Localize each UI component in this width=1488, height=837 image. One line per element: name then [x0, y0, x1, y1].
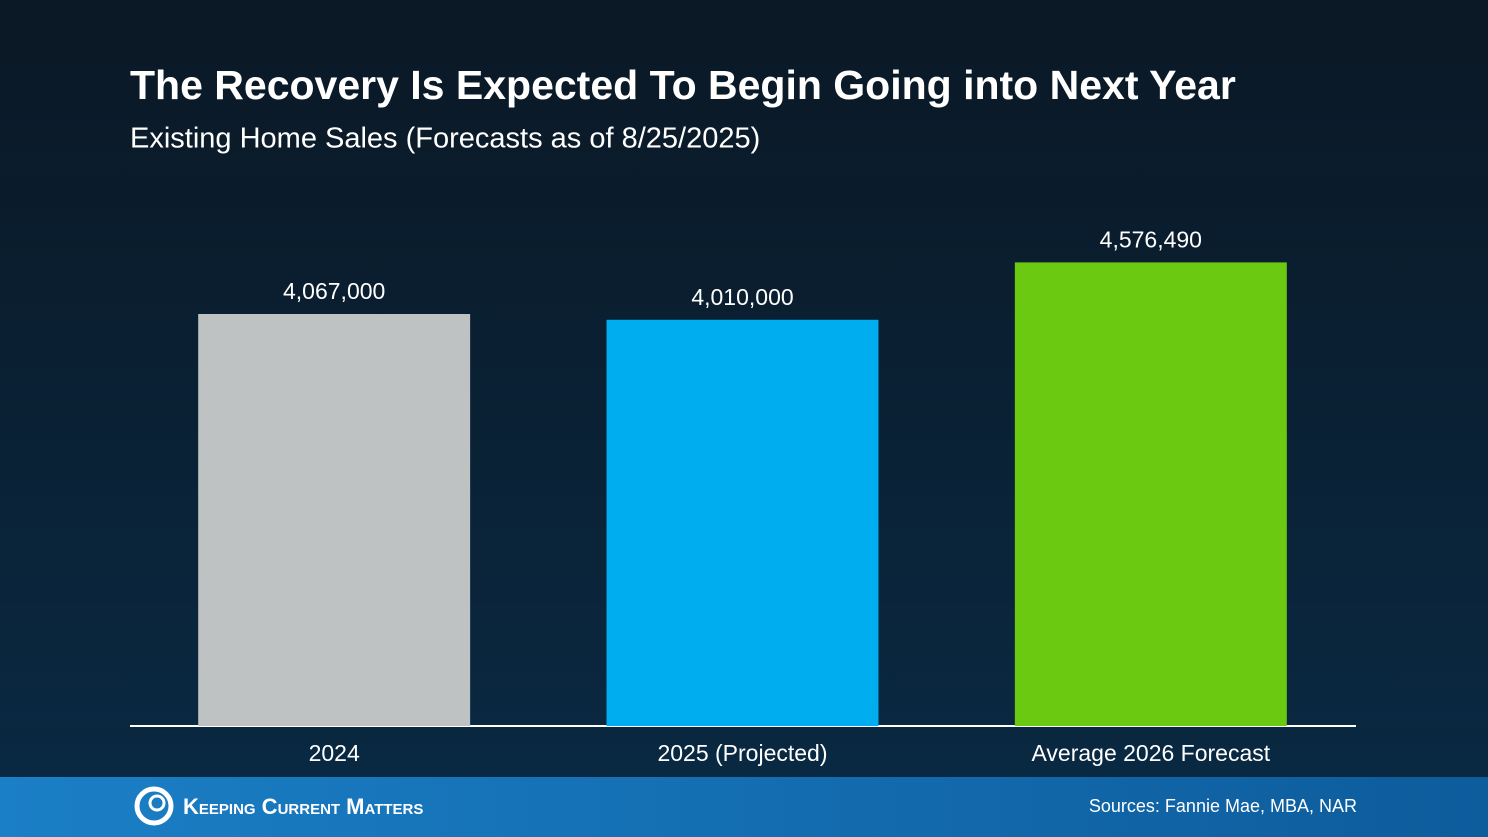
value-label: 4,576,490	[1100, 226, 1202, 252]
value-label: 4,010,000	[691, 284, 793, 310]
chart-title: The Recovery Is Expected To Begin Going …	[130, 62, 1236, 108]
bar	[1014, 262, 1287, 726]
brand: Keeping Current Matters	[183, 794, 423, 819]
x-tick-label: Average 2026 Forecast	[1031, 740, 1270, 766]
sources: Sources: Fannie Mae, MBA, NAR	[1089, 796, 1357, 816]
footer-bar	[0, 777, 1488, 837]
bar	[198, 314, 471, 726]
x-tick-label: 2025 (Projected)	[657, 740, 827, 766]
bar	[606, 319, 879, 726]
logo-icon	[134, 786, 174, 826]
logo-icon-inner	[148, 794, 166, 812]
value-label: 4,067,000	[283, 278, 385, 304]
chart-subtitle: Existing Home Sales (Forecasts as of 8/2…	[130, 123, 760, 155]
x-tick-label: 2024	[309, 740, 360, 766]
